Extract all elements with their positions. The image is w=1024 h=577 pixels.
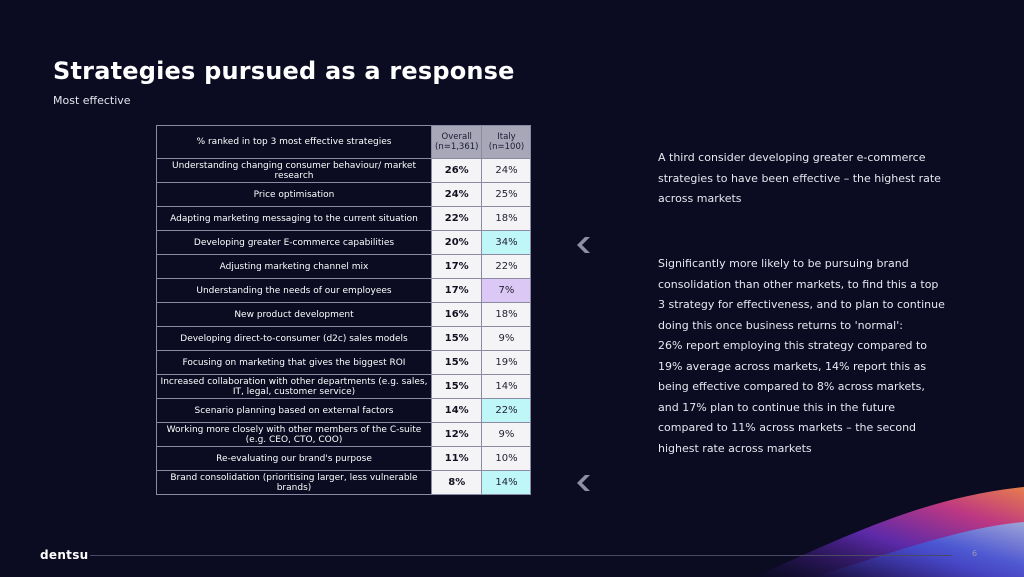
italy-value: 14% xyxy=(481,374,532,399)
italy-value: 22% xyxy=(481,254,532,279)
overall-value: 17% xyxy=(430,278,483,303)
overall-value: 15% xyxy=(430,350,483,375)
footer-divider xyxy=(90,555,952,556)
overall-value: 16% xyxy=(430,302,483,327)
row-label: Price optimisation xyxy=(156,182,432,207)
italy-value: 19% xyxy=(481,350,532,375)
row-label: Focusing on marketing that gives the big… xyxy=(156,350,432,375)
italy-value: 9% xyxy=(481,326,532,351)
table-header-overall: Overall (n=1,361) xyxy=(430,125,483,159)
note-paragraph: Significantly more likely to be pursuing… xyxy=(658,257,945,332)
table-row: New product development 16% 18% xyxy=(156,302,532,327)
italy-value-highlight: 14% xyxy=(481,470,532,495)
italy-header-line2: (n=100) xyxy=(488,142,525,152)
italy-value: 18% xyxy=(481,206,532,231)
row-label: Increased collaboration with other depar… xyxy=(156,374,432,399)
dentsu-logo: dentsu xyxy=(40,548,89,562)
table-row: Adjusting marketing channel mix 17% 22% xyxy=(156,254,532,279)
overall-value: 22% xyxy=(430,206,483,231)
overall-value: 8% xyxy=(430,470,483,495)
note-paragraph: 26% report employing this strategy compa… xyxy=(658,339,928,455)
overall-value: 14% xyxy=(430,398,483,423)
italy-value: 25% xyxy=(481,182,532,207)
overall-value: 15% xyxy=(430,326,483,351)
row-label: Re-evaluating our brand's purpose xyxy=(156,446,432,471)
italy-value-lowlight: 7% xyxy=(481,278,532,303)
table-header-label: % ranked in top 3 most effective strateg… xyxy=(156,125,432,159)
italy-value: 24% xyxy=(481,158,532,183)
table-row: Developing greater E-commerce capabiliti… xyxy=(156,230,532,255)
overall-value: 12% xyxy=(430,422,483,447)
overall-value: 20% xyxy=(430,230,483,255)
row-label: Scenario planning based on external fact… xyxy=(156,398,432,423)
row-label: Understanding the needs of our employees xyxy=(156,278,432,303)
overall-value: 24% xyxy=(430,182,483,207)
table-row: Price optimisation 24% 25% xyxy=(156,182,532,207)
table-row: Developing direct-to-consumer (d2c) sale… xyxy=(156,326,532,351)
table-row: Scenario planning based on external fact… xyxy=(156,398,532,423)
row-label: Brand consolidation (prioritising larger… xyxy=(156,470,432,495)
italy-value: 9% xyxy=(481,422,532,447)
italy-value: 10% xyxy=(481,446,532,471)
overall-value: 17% xyxy=(430,254,483,279)
overall-value: 11% xyxy=(430,446,483,471)
row-label: Adapting marketing messaging to the curr… xyxy=(156,206,432,231)
chevron-left-icon xyxy=(577,475,590,491)
page-subtitle: Most effective xyxy=(53,94,131,107)
note-ecommerce: A third consider developing greater e-co… xyxy=(658,151,941,205)
italy-header-line1: Italy xyxy=(497,132,516,142)
table-row: Adapting marketing messaging to the curr… xyxy=(156,206,532,231)
italy-value-highlight: 22% xyxy=(481,398,532,423)
table-header-row: % ranked in top 3 most effective strateg… xyxy=(156,125,532,159)
table-header-italy: Italy (n=100) xyxy=(481,125,532,159)
row-label: Working more closely with other members … xyxy=(156,422,432,447)
page-number: 6 xyxy=(972,549,978,558)
note-brand-consolidation: Significantly more likely to be pursuing… xyxy=(658,254,948,459)
table-row: Brand consolidation (prioritising larger… xyxy=(156,470,532,495)
italy-value-highlight: 34% xyxy=(481,230,532,255)
table-row: Working more closely with other members … xyxy=(156,422,532,447)
table-row: Understanding changing consumer behaviou… xyxy=(156,158,532,183)
table-row: Re-evaluating our brand's purpose 11% 10% xyxy=(156,446,532,471)
row-label: New product development xyxy=(156,302,432,327)
row-label: Developing direct-to-consumer (d2c) sale… xyxy=(156,326,432,351)
table-row: Understanding the needs of our employees… xyxy=(156,278,532,303)
overall-value: 15% xyxy=(430,374,483,399)
overall-value: 26% xyxy=(430,158,483,183)
strategies-table: % ranked in top 3 most effective strateg… xyxy=(156,125,532,495)
row-label: Adjusting marketing channel mix xyxy=(156,254,432,279)
decorative-swirl xyxy=(754,487,1024,577)
table-row: Focusing on marketing that gives the big… xyxy=(156,350,532,375)
overall-header-line2: (n=1,361) xyxy=(435,142,479,152)
overall-header-line1: Overall xyxy=(441,132,472,142)
row-label: Developing greater E-commerce capabiliti… xyxy=(156,230,432,255)
row-label: Understanding changing consumer behaviou… xyxy=(156,158,432,183)
table-row: Increased collaboration with other depar… xyxy=(156,374,532,399)
chevron-left-icon xyxy=(577,237,590,253)
page-title: Strategies pursued as a response xyxy=(53,57,515,85)
italy-value: 18% xyxy=(481,302,532,327)
